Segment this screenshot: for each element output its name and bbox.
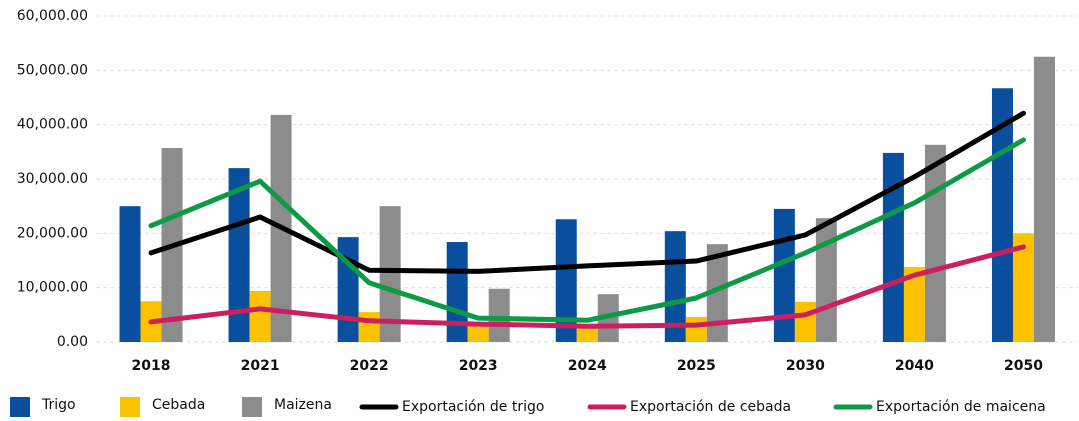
x-tick-label: 2023	[459, 358, 498, 374]
bar	[1033, 56, 1055, 342]
line	[148, 110, 1026, 274]
x-tick-label: 2040	[895, 358, 934, 374]
bar	[685, 317, 707, 342]
x-tick-label: 2030	[786, 358, 825, 374]
x-tick-label: 2021	[241, 358, 280, 374]
legend-swatch	[120, 397, 140, 417]
y-tick-label: 60,000.00	[17, 8, 88, 24]
x-tick-label: 2025	[677, 358, 716, 374]
bar	[337, 237, 359, 342]
y-tick-label: 30,000.00	[17, 171, 88, 187]
bar	[773, 208, 795, 342]
bar	[249, 290, 271, 342]
bar	[794, 301, 816, 342]
legend-label: Maizena	[274, 397, 332, 413]
bar	[1012, 233, 1034, 342]
bar	[555, 219, 577, 342]
y-tick-label: 10,000.00	[17, 280, 88, 296]
legend-label: Exportación de cebada	[630, 399, 791, 415]
bar	[467, 322, 489, 342]
y-tick-label: 40,000.00	[17, 117, 88, 133]
bar	[903, 267, 925, 342]
bar	[664, 231, 686, 342]
bar	[576, 325, 598, 342]
y-tick-label: 20,000.00	[17, 225, 88, 241]
line	[148, 137, 1026, 323]
bar	[119, 206, 141, 342]
y-tick-label: 0.00	[57, 334, 88, 350]
x-tick-label: 2024	[568, 358, 607, 374]
x-tick-label: 2018	[132, 358, 171, 374]
x-tick-label: 2050	[1004, 358, 1043, 374]
bar	[706, 244, 728, 342]
bar	[228, 168, 250, 342]
y-tick-label: 50,000.00	[17, 62, 88, 78]
bar	[815, 218, 837, 342]
bar	[488, 288, 510, 342]
legend-label: Exportación de maicena	[876, 399, 1046, 415]
legend-label: Exportación de trigo	[402, 399, 544, 415]
bar	[446, 242, 468, 342]
legend-swatch	[242, 397, 262, 417]
legend-label: Cebada	[152, 397, 205, 413]
x-tick-label: 2022	[350, 358, 389, 374]
bar	[358, 312, 380, 342]
legend-label: Trigo	[41, 397, 76, 413]
line	[148, 244, 1026, 329]
bar	[379, 206, 401, 342]
legend-swatch	[10, 397, 30, 417]
bar	[924, 144, 946, 342]
bar	[882, 152, 904, 342]
